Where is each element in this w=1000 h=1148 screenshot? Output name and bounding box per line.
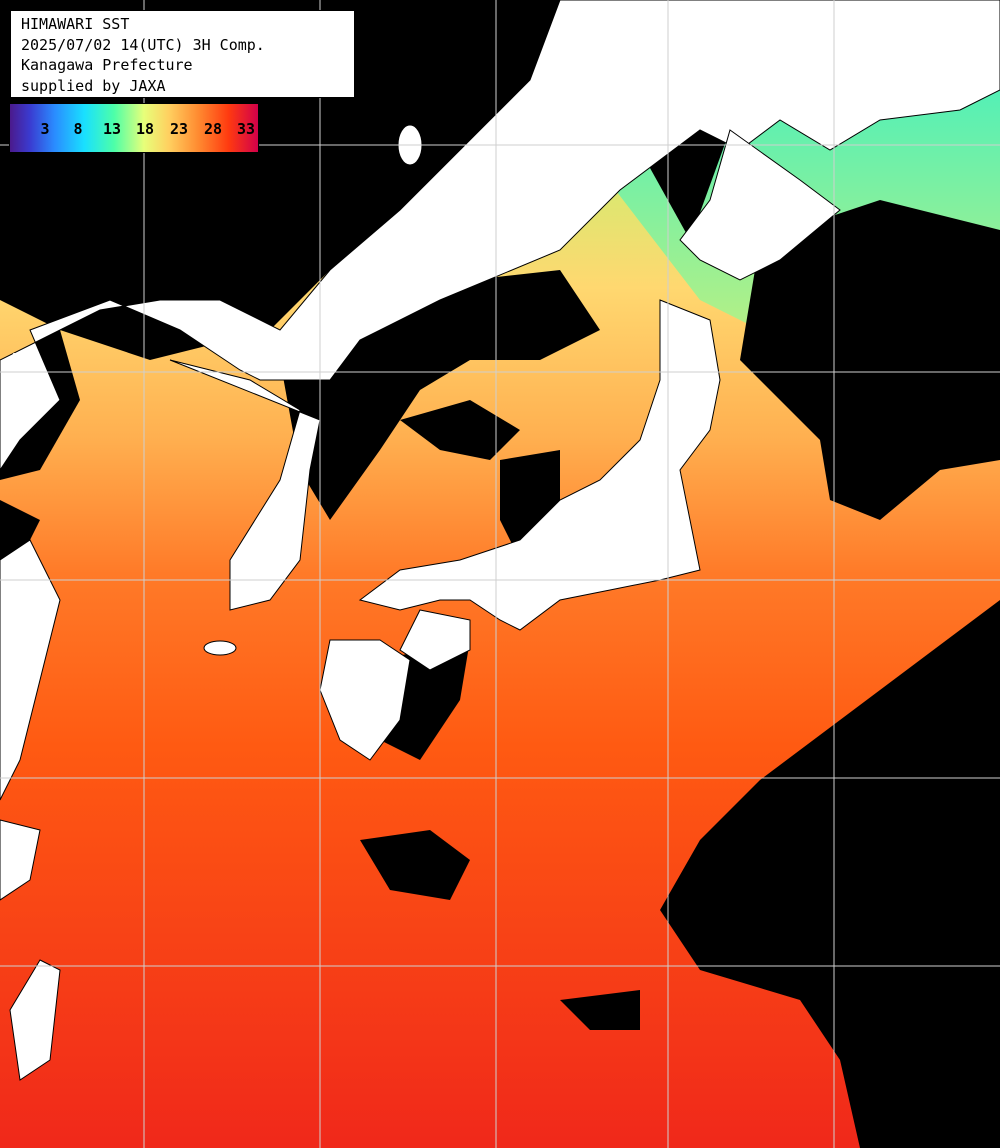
- legend-tick: 18: [135, 120, 155, 138]
- legend-tick: 3: [40, 120, 50, 138]
- legend-tick: 13: [102, 120, 122, 138]
- latitude-label-40n: 40N: [9, 352, 33, 367]
- title-box: HIMAWARI SST 2025/07/02 14(UTC) 3H Comp.…: [10, 10, 355, 98]
- title-line-datetime: 2025/07/02 14(UTC) 3H Comp.: [21, 35, 265, 54]
- title-line-credit: supplied by JAXA: [21, 76, 166, 95]
- legend-tick: 23: [169, 120, 189, 138]
- legend-tick: 33: [236, 120, 256, 138]
- legend-tick: 28: [203, 120, 223, 138]
- color-scale-legend: 3 8 13 18 23 28 33: [9, 103, 259, 153]
- longitude-label-140e: 140E: [668, 10, 683, 42]
- title-line-product: HIMAWARI SST: [21, 15, 130, 33]
- land-mask: [0, 0, 1000, 1081]
- title-line-region: Kanagawa Prefecture: [21, 56, 193, 74]
- legend-tick: 8: [73, 120, 83, 138]
